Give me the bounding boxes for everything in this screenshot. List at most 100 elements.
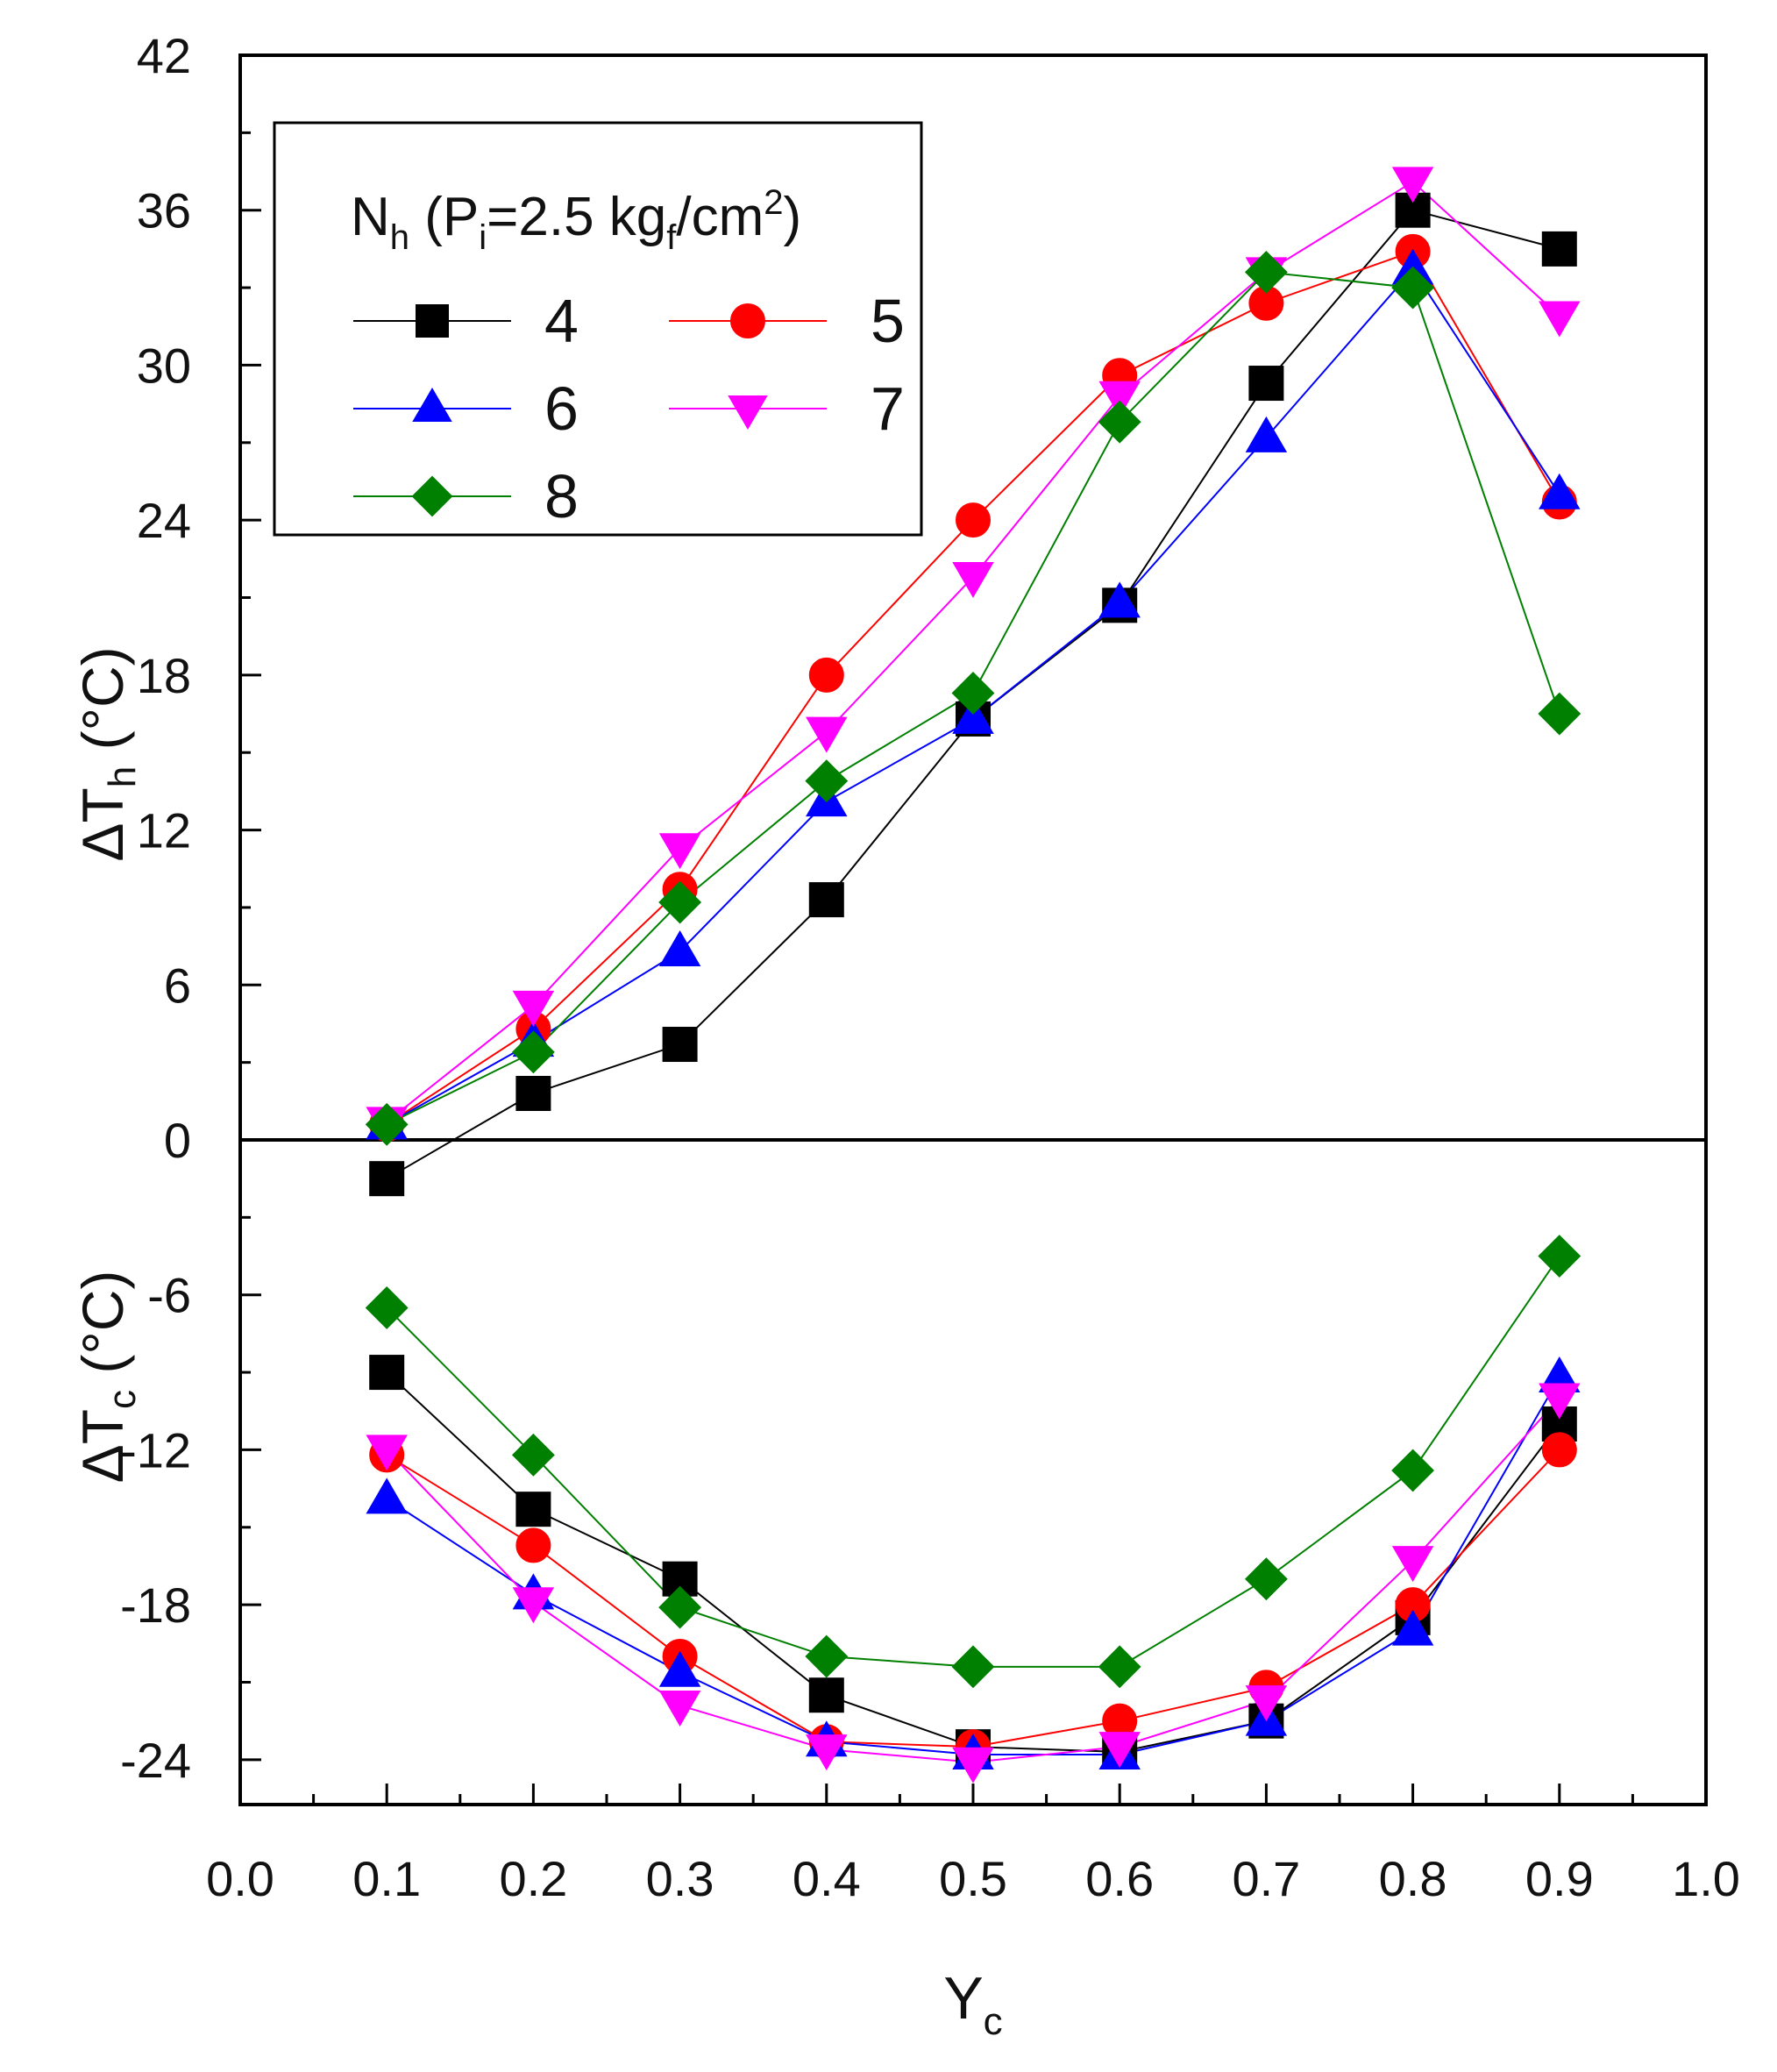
x-tick-label: 0.2	[499, 1851, 567, 1906]
legend-marker-6	[412, 388, 452, 422]
series-5-cold-point	[515, 1527, 551, 1563]
y-tick-label: -18	[120, 1577, 191, 1633]
series-8-hot-point	[1538, 692, 1582, 736]
x-tick-label: 0.3	[646, 1851, 714, 1906]
series-8-cold-point	[1391, 1449, 1435, 1492]
legend-marker-7	[728, 395, 768, 430]
y-tick-label: 42	[137, 28, 191, 83]
series-7-hot-point	[1098, 381, 1141, 417]
series-7-hot-point	[658, 833, 701, 870]
x-tick-label: 0.6	[1085, 1851, 1154, 1906]
series-4-hot-point	[1248, 366, 1284, 402]
series-6-hot-point	[1098, 581, 1141, 618]
y-axis-label-upper: ΔTh (°C)	[70, 646, 144, 861]
series-8-hot-point	[511, 1030, 555, 1074]
legend-marker-5	[730, 303, 765, 338]
x-tick-label: 0.5	[939, 1851, 1007, 1906]
series-5-hot-point	[956, 502, 991, 538]
series-7-cold-line	[386, 1397, 1560, 1763]
y-tick-label: 0	[164, 1113, 191, 1168]
series-4-cold-line	[386, 1371, 1560, 1754]
legend-entry-8: 8	[353, 462, 579, 530]
series-7-hot-point	[1539, 301, 1581, 338]
series-8-cold-point	[1538, 1235, 1582, 1278]
y-tick-label: 18	[137, 648, 191, 703]
series-4-cold-point	[662, 1561, 698, 1597]
series-8-hot-point	[1098, 400, 1141, 444]
legend-entry-7: 7	[669, 374, 905, 443]
y-tick-label: 6	[164, 958, 191, 1013]
series-5-hot-point	[808, 657, 844, 693]
series-4-cold-point	[369, 1355, 405, 1391]
series-8-cold-point	[511, 1433, 555, 1477]
series-8-hot-point	[658, 880, 702, 924]
series-7-cold-point	[952, 1747, 994, 1784]
series-7-cold-point	[806, 1734, 848, 1771]
series-4-hot-point	[369, 1161, 405, 1197]
series-4-hot-point	[515, 1075, 551, 1111]
series-8-hot-point	[951, 672, 995, 715]
legend-entry-5: 5	[669, 287, 905, 355]
series-8-cold-point	[1244, 1557, 1288, 1601]
series-5-cold-line	[386, 1449, 1560, 1748]
x-tick-label: 0.4	[793, 1851, 861, 1906]
legend-box	[273, 121, 923, 537]
series-8-cold-point	[805, 1634, 849, 1678]
series-6-cold-point	[366, 1477, 408, 1514]
x-tick-label: 0.7	[1232, 1851, 1300, 1906]
legend-label-6: 6	[544, 374, 579, 443]
series-8-cold-point	[365, 1286, 409, 1329]
x-tick-label: 0.8	[1379, 1851, 1447, 1906]
series-7-cold-point	[1245, 1685, 1288, 1722]
series-8-cold-point	[951, 1645, 995, 1689]
y-tick-label: 12	[137, 803, 191, 858]
legend-label-8: 8	[544, 462, 579, 530]
series-7-cold-point	[1539, 1383, 1581, 1420]
series-6-hot-point	[658, 930, 701, 966]
series-4-cold-point	[808, 1677, 844, 1713]
series-7-cold-point	[658, 1691, 701, 1727]
legend-marker-4	[416, 304, 449, 338]
series-5-cold-point	[1541, 1432, 1577, 1468]
series-4-hot-point	[662, 1027, 698, 1063]
series-4-cold-point	[515, 1492, 551, 1527]
series-4-hot-point	[1541, 231, 1577, 267]
legend: Nh (Pi=2.5 kgf/cm2) 4 5 6 7 8	[273, 121, 923, 537]
series-7-cold-point	[366, 1435, 408, 1471]
axis-tick-labels: 42 36 30 24 18 12 6 0 -6 -12 -18 -24 0.0 0.1 0.2 0.3 0.4…	[120, 28, 1740, 1906]
series-6-cold-point	[658, 1650, 701, 1687]
x-tick-label: 0.1	[352, 1851, 421, 1906]
legend-title: Nh (Pi=2.5 kgf/cm2)	[351, 183, 801, 257]
y-tick-label: -24	[120, 1733, 191, 1788]
series-8-cold-point	[1098, 1645, 1141, 1689]
legend-label-5: 5	[871, 287, 905, 355]
x-axis-label: Yc	[943, 1965, 1002, 2043]
legend-label-7: 7	[871, 374, 905, 443]
series-7-hot-point	[1391, 167, 1434, 203]
y-tick-label: 30	[137, 338, 191, 393]
series-4-hot-point	[808, 882, 844, 918]
series-6-hot-point	[1245, 416, 1288, 452]
series-7-cold-point	[1391, 1546, 1434, 1583]
y-tick-label: -6	[147, 1268, 191, 1323]
series-8-hot-point	[1244, 250, 1288, 294]
series-7-hot-point	[512, 990, 555, 1027]
series-6-cold-line	[386, 1377, 1560, 1755]
x-tick-label: 1.0	[1672, 1851, 1740, 1906]
y-tick-label: -12	[120, 1422, 191, 1477]
x-tick-label: 0.0	[206, 1851, 274, 1906]
series-8-hot-point	[805, 759, 849, 803]
series-6-hot-point	[1539, 473, 1581, 509]
series-8-cold-point	[658, 1585, 702, 1629]
series-6-cold-point	[1391, 1609, 1434, 1646]
series-8-cold-line	[386, 1255, 1560, 1668]
series-8-hot-point	[1391, 266, 1435, 310]
legend-marker-8	[411, 475, 453, 517]
series-6-hot-point	[952, 697, 994, 734]
y-tick-label: 24	[137, 493, 191, 548]
series-7-hot-point	[952, 561, 994, 598]
series-7-cold-point	[1098, 1732, 1141, 1769]
legend-entry-6: 6	[353, 374, 579, 443]
series-7-hot-point	[806, 716, 848, 753]
